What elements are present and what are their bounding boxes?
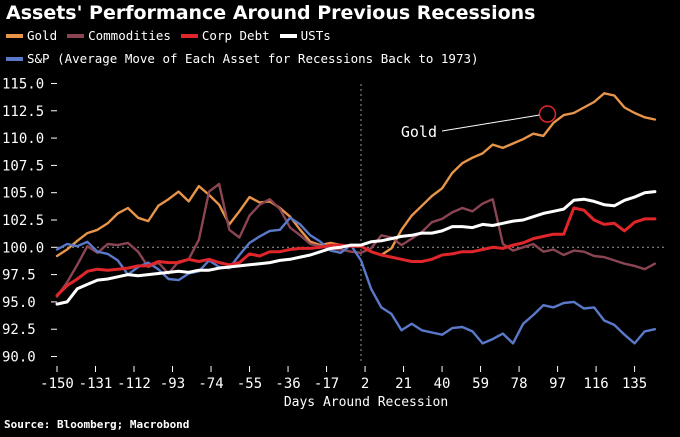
x-tick-label: 78 xyxy=(511,376,528,392)
x-tick-label: 40 xyxy=(434,376,451,392)
x-tick-label: -55 xyxy=(237,376,262,392)
series-line-s-p xyxy=(55,216,657,345)
series-line-usts xyxy=(55,190,657,306)
x-tick-label: -17 xyxy=(314,376,339,392)
x-axis-title: Days Around Recession xyxy=(284,395,448,410)
legend-item-gold: Gold xyxy=(6,28,57,43)
x-tick-label: 59 xyxy=(472,376,489,392)
y-tick-label: 97.5 xyxy=(2,268,36,284)
legend-row-1: Gold Commodities Corp Debt USTs xyxy=(6,28,341,43)
y-tick-label: 107.5 xyxy=(2,158,44,174)
annotation-leader-line xyxy=(441,114,540,132)
x-tick-label: -150 xyxy=(40,376,74,392)
x-tick-label: 21 xyxy=(395,376,412,392)
annotation-circle xyxy=(538,105,557,123)
legend-swatch-usts xyxy=(279,33,297,38)
annotation-label: Gold xyxy=(401,123,437,141)
y-tick-label: 105.0 xyxy=(2,186,44,202)
x-tick-label: -131 xyxy=(79,376,113,392)
legend-swatch-sp xyxy=(6,56,23,61)
legend-label-gold: Gold xyxy=(27,28,58,43)
y-tick-label: 115.0 xyxy=(2,76,44,92)
legend-item-commodities: Commodities xyxy=(67,28,171,43)
y-tick-label: 92.5 xyxy=(2,322,36,338)
legend-label-usts: USTs xyxy=(300,28,331,43)
x-tick-label: 116 xyxy=(583,376,608,392)
legend-swatch-commodities xyxy=(67,33,85,38)
legend-swatch-gold xyxy=(6,33,23,38)
legend-label-corp-debt: Corp Debt xyxy=(201,28,270,43)
chart-title: Assets' Performance Around Previous Rece… xyxy=(6,2,536,24)
x-tick-label: -112 xyxy=(117,376,151,392)
x-tick-label: 97 xyxy=(549,376,566,392)
x-tick-label: -93 xyxy=(160,376,185,392)
series-line-commodities xyxy=(55,182,657,298)
x-tick-label: -74 xyxy=(198,376,223,392)
legend-row-2: S&P (Average Move of Each Asset for Rece… xyxy=(6,51,489,66)
y-tick-label: 95.0 xyxy=(2,295,36,311)
y-tick-label: 102.5 xyxy=(2,213,44,229)
y-tick-label: 112.5 xyxy=(2,104,44,120)
y-tick-label: 100.0 xyxy=(2,240,44,256)
x-tick-label: 135 xyxy=(622,376,647,392)
legend-swatch-corp-debt xyxy=(180,33,198,38)
y-tick-label: 110.0 xyxy=(2,131,44,147)
legend-item-sp: S&P (Average Move of Each Asset for Rece… xyxy=(6,51,479,66)
y-tick-label: 90.0 xyxy=(2,350,36,366)
legend-item-corp-debt: Corp Debt xyxy=(180,28,270,43)
legend-item-usts: USTs xyxy=(279,28,331,43)
legend-label-sp: S&P (Average Move of Each Asset for Rece… xyxy=(27,51,479,66)
source-note: Source: Bloomberg; Macrobond xyxy=(4,418,190,431)
legend-label-commodities: Commodities xyxy=(88,28,171,43)
x-tick-label: 2 xyxy=(361,376,369,392)
x-tick-label: -36 xyxy=(275,376,300,392)
